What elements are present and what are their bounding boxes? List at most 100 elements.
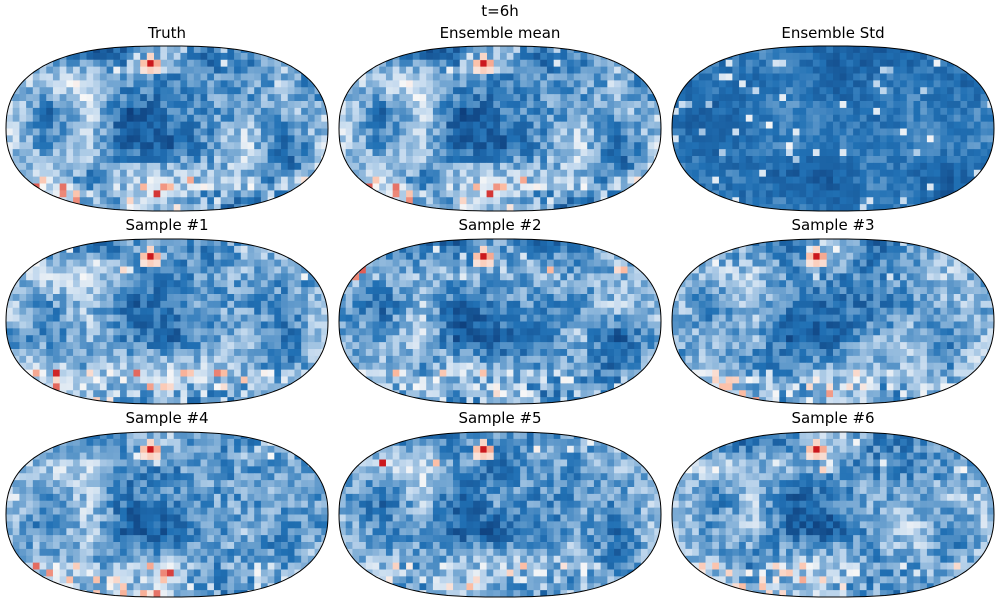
heatmap-cell	[359, 87, 367, 95]
heatmap-cell	[12, 135, 20, 143]
heatmap-cell	[466, 114, 474, 123]
heatmap-cell	[379, 94, 387, 102]
heatmap-cell	[6, 252, 14, 261]
heatmap-cell	[926, 128, 935, 136]
heatmap-cell	[765, 169, 774, 178]
heatmap-cell	[86, 355, 94, 364]
heatmap-cell	[200, 156, 208, 164]
heatmap-cell	[906, 114, 914, 123]
heatmap-cell	[620, 87, 628, 95]
heatmap-cell	[587, 128, 595, 136]
heatmap-cell	[39, 197, 47, 205]
heatmap-cell	[459, 142, 467, 150]
heatmap-cell	[133, 183, 141, 191]
heatmap-cell	[654, 280, 661, 288]
heatmap-cell	[812, 128, 820, 136]
heatmap-cell	[146, 369, 154, 377]
heatmap-cell	[32, 135, 40, 143]
heatmap-cell	[120, 239, 128, 247]
heatmap-cell	[913, 101, 921, 109]
heatmap-cell	[120, 259, 128, 267]
heatmap-cell	[853, 80, 861, 88]
heatmap-cell	[106, 107, 114, 116]
heatmap-cell	[200, 266, 208, 274]
heatmap-cell	[385, 135, 394, 143]
heatmap-cell	[19, 376, 27, 384]
heatmap-cell	[140, 397, 148, 404]
heatmap-cell	[314, 390, 322, 398]
heatmap-cell	[759, 169, 767, 178]
heatmap-cell	[765, 87, 774, 95]
heatmap-cell	[32, 252, 40, 261]
heatmap-cell	[153, 107, 161, 116]
heatmap-cell	[12, 383, 20, 391]
heatmap-cell	[466, 73, 474, 81]
heatmap-cell	[287, 390, 295, 398]
heatmap-cell	[705, 156, 713, 164]
heatmap-cell	[352, 128, 360, 136]
heatmap-cell	[654, 169, 661, 178]
heatmap-cell	[321, 183, 328, 191]
heatmap-cell	[46, 149, 54, 157]
heatmap-cell	[307, 121, 315, 129]
heatmap-cell	[352, 142, 360, 150]
heatmap-cell	[200, 390, 208, 398]
heatmap-cell	[39, 183, 47, 191]
heatmap-cell	[573, 94, 581, 102]
heatmap-cell	[486, 121, 494, 129]
heatmap-cell	[826, 169, 834, 178]
heatmap-cell	[526, 176, 534, 184]
heatmap-cell	[486, 80, 494, 88]
heatmap-cell	[479, 94, 487, 102]
heatmap-cell	[26, 128, 34, 136]
heatmap-cell	[906, 59, 914, 68]
heatmap-cell	[446, 73, 454, 81]
heatmap-cell	[99, 66, 108, 74]
heatmap-cell	[614, 66, 622, 74]
heatmap-cell	[26, 349, 34, 357]
heatmap-cell	[399, 73, 407, 81]
heatmap-cell	[213, 287, 222, 295]
heatmap-cell	[553, 52, 561, 61]
heatmap-cell	[593, 273, 602, 281]
heatmap-cell	[573, 176, 581, 184]
heatmap-cell	[546, 259, 555, 267]
heatmap-cell	[900, 107, 908, 116]
heatmap-cell	[614, 73, 622, 81]
heatmap-cell	[66, 176, 74, 184]
heatmap-cell	[826, 94, 834, 102]
heatmap-cell	[739, 121, 747, 129]
heatmap-cell	[234, 162, 242, 171]
heatmap-cell	[859, 197, 867, 205]
heatmap-cell	[321, 87, 328, 95]
heatmap-cell	[812, 156, 820, 164]
heatmap-cell	[553, 245, 561, 254]
heatmap-cell	[220, 376, 228, 384]
heatmap-cell	[274, 46, 282, 54]
heatmap-cell	[614, 149, 622, 157]
heatmap-cell	[26, 135, 34, 143]
heatmap-cell	[160, 362, 168, 371]
heatmap-cell	[446, 94, 454, 102]
heatmap-cell	[839, 135, 847, 143]
heatmap-cell	[426, 197, 434, 205]
heatmap-cell	[301, 397, 309, 404]
heatmap-cell	[120, 287, 128, 295]
heatmap-cell	[359, 266, 367, 274]
heatmap-cell	[953, 156, 961, 164]
heatmap-cell	[32, 300, 40, 309]
heatmap-cell	[365, 121, 373, 129]
heatmap-cell	[672, 135, 680, 143]
heatmap-cell	[540, 245, 548, 254]
heatmap-cell	[553, 149, 561, 157]
heatmap-cell	[718, 46, 727, 54]
heatmap-cell	[173, 252, 181, 261]
heatmap-cell	[846, 80, 854, 88]
heatmap-cell	[446, 197, 454, 205]
heatmap-cell	[99, 390, 108, 398]
heatmap-cell	[439, 87, 447, 95]
heatmap-cell	[866, 128, 874, 136]
heatmap-cell	[307, 204, 315, 211]
heatmap-cell	[227, 197, 235, 205]
heatmap-cell	[839, 114, 847, 123]
